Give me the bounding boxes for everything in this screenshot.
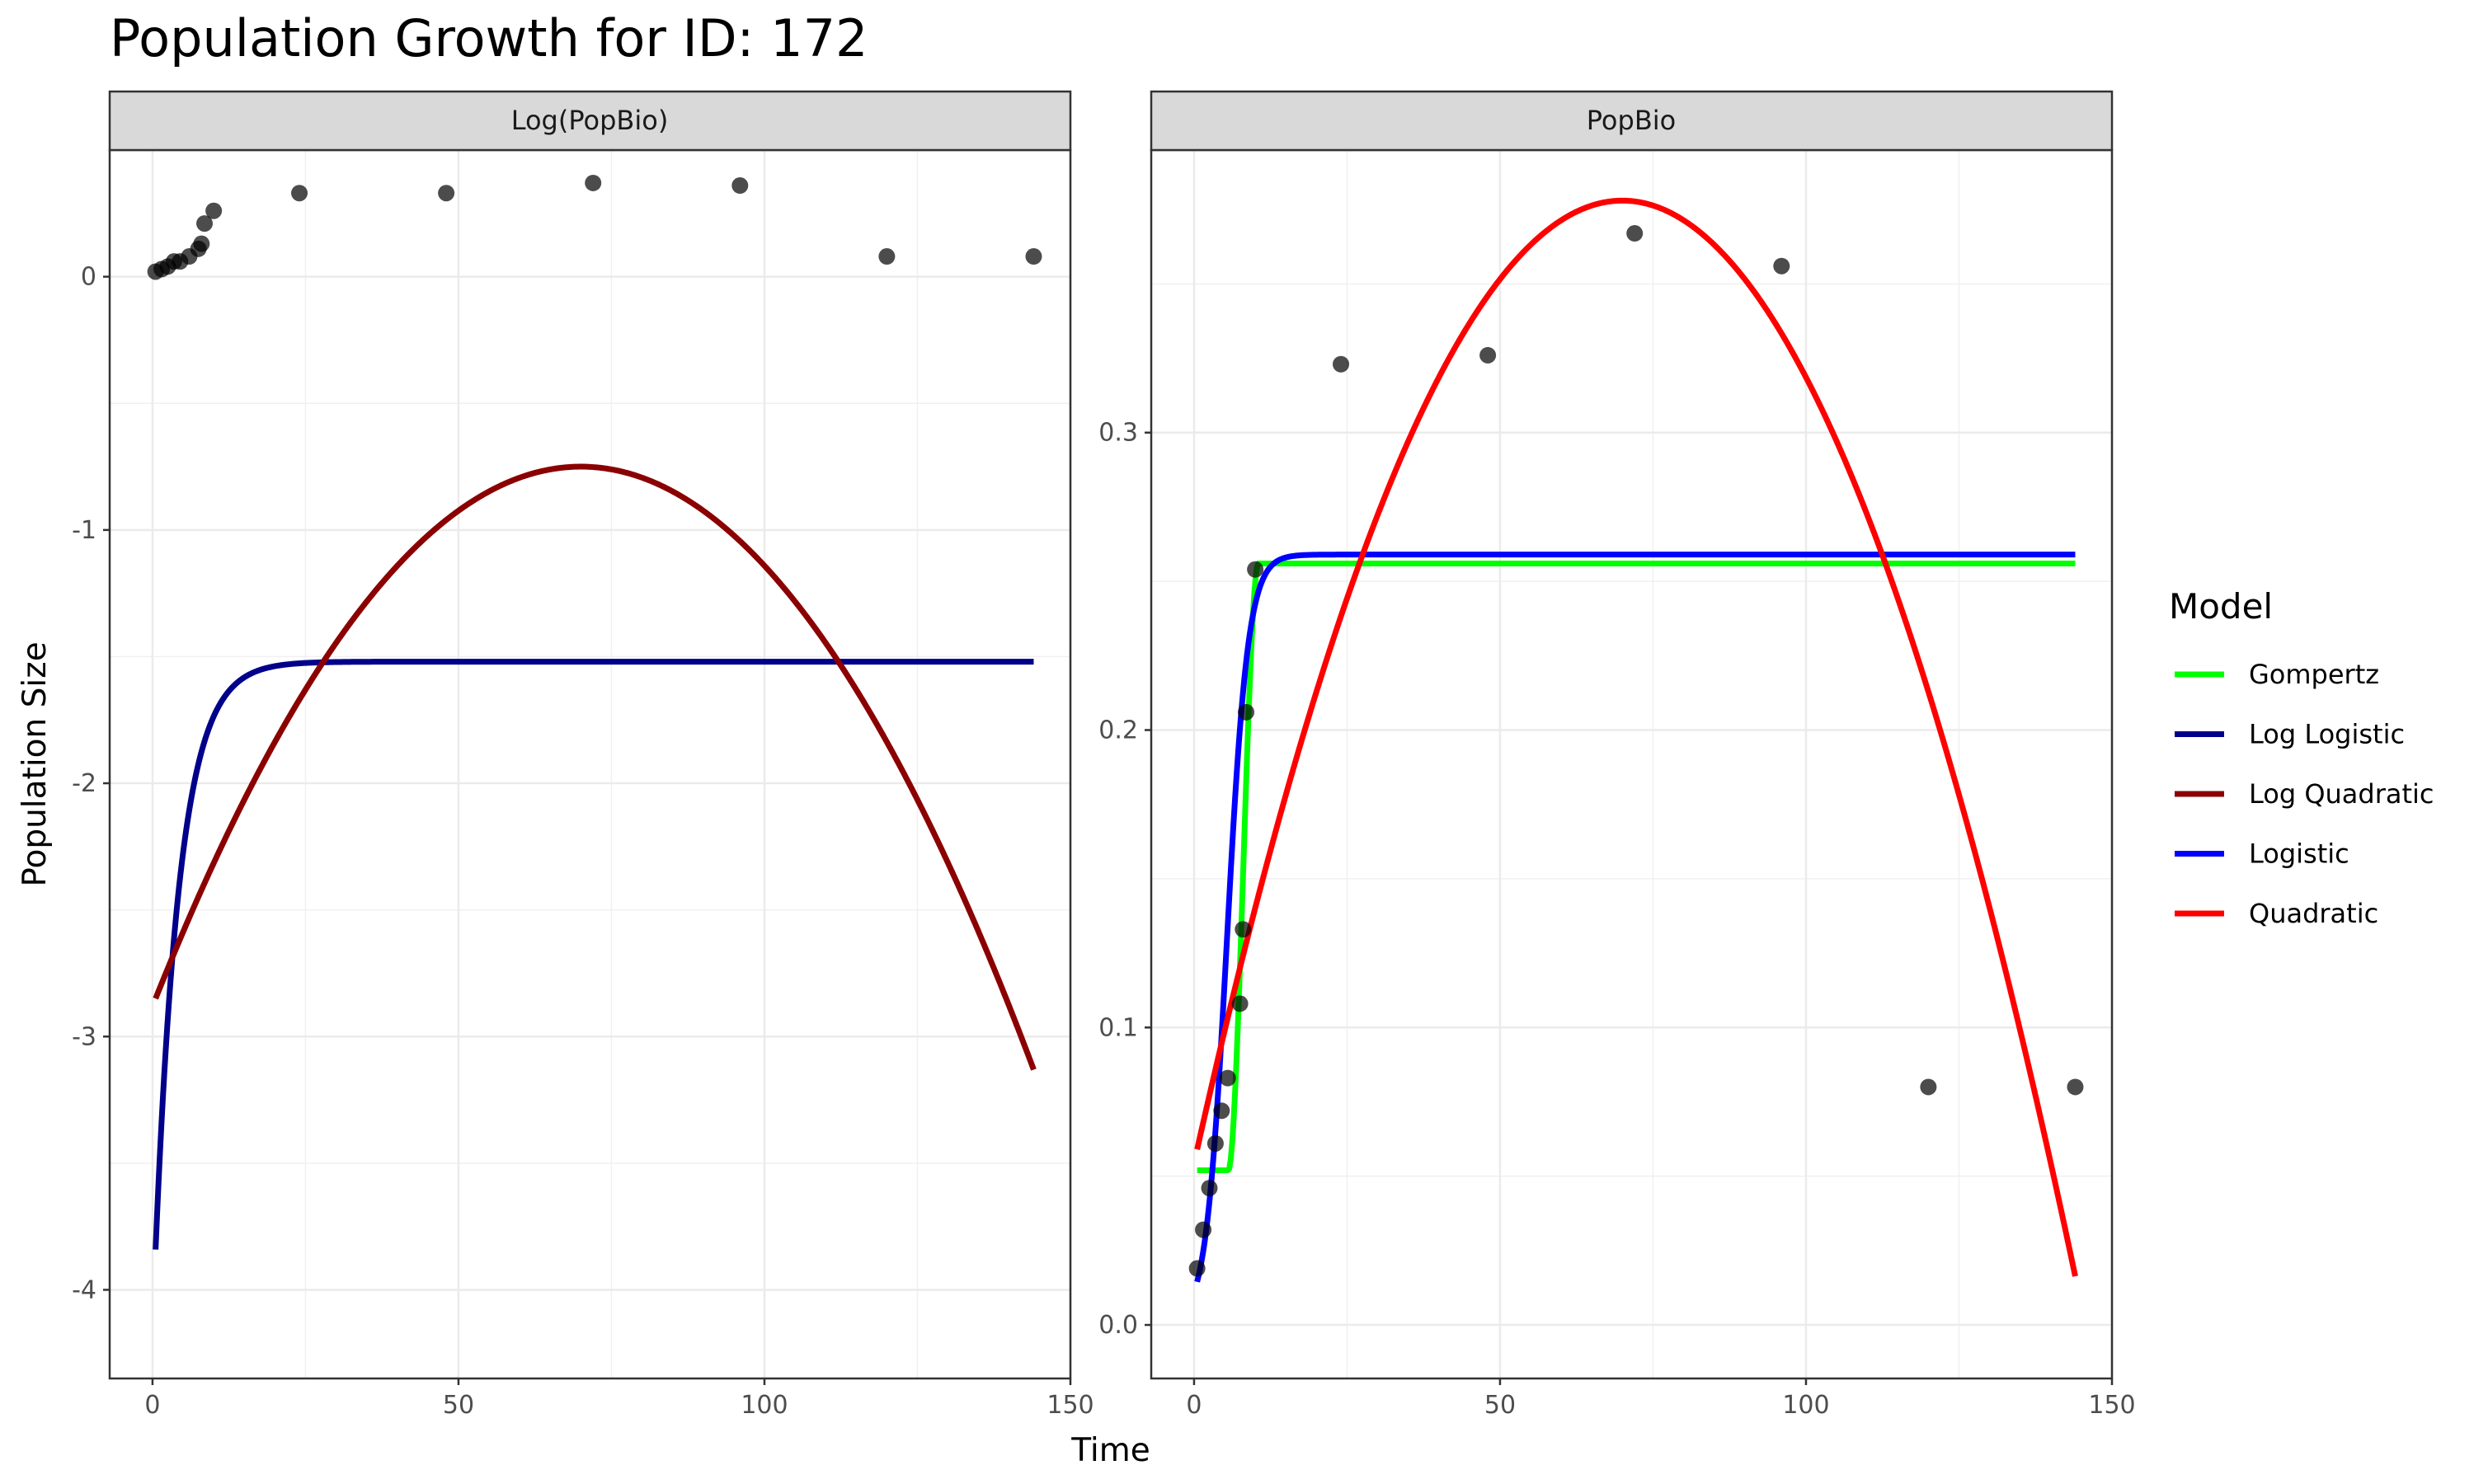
data-point (2067, 1078, 2084, 1096)
points (147, 174, 1042, 280)
data-point (1235, 921, 1252, 938)
series-line-log-quadratic (153, 463, 1037, 1071)
data-point (1195, 1221, 1212, 1238)
data-point (438, 185, 455, 202)
legend-title: Model (2169, 586, 2273, 627)
data-point (1479, 346, 1497, 364)
legend-label-log-quadratic: Log Quadratic (2249, 778, 2434, 810)
data-point (878, 248, 896, 265)
x-tick-label: 50 (1484, 1391, 1516, 1420)
x-tick-label: 100 (741, 1391, 788, 1420)
strip-background (108, 90, 1072, 152)
chart-title: Population Growth for ID: 172 (110, 8, 868, 68)
x-tick-label: 0 (1186, 1391, 1202, 1420)
data-point (1231, 995, 1249, 1012)
panel-background (110, 150, 1070, 1378)
panel-log-popbio: Log(PopBio) -4 -3 -2 -1 0 0 50 100 150 (72, 90, 1094, 1420)
y-ticks: -4 -3 -2 -1 0 (72, 263, 110, 1304)
data-point (585, 174, 602, 191)
curves (153, 463, 1037, 1250)
legend: Model Gompertz Log Logistic Log Quadratic L… (2169, 586, 2434, 929)
data-point (1025, 248, 1042, 265)
x-ticks: 0 50 100 150 (144, 1378, 1094, 1420)
x-ticks: 0 50 100 150 (1186, 1378, 2136, 1420)
strip-background (1150, 90, 2114, 152)
y-tick-label: 0.1 (1098, 1013, 1138, 1042)
data-point (1333, 355, 1350, 373)
y-axis-title: Population Size (16, 641, 54, 886)
data-point (1247, 561, 1264, 578)
x-tick-label: 100 (1782, 1391, 1829, 1420)
series-line-quadratic (1194, 197, 2078, 1277)
data-point (1201, 1180, 1218, 1197)
y-tick-label: -4 (72, 1275, 96, 1304)
strip-label: Log(PopBio) (511, 105, 669, 136)
data-point (205, 202, 223, 219)
legend-label-log-logistic: Log Logistic (2249, 719, 2405, 750)
y-tick-label: -1 (72, 516, 96, 545)
data-point (193, 235, 210, 252)
data-point (1213, 1102, 1230, 1120)
y-ticks: 0.0 0.1 0.2 0.3 (1098, 419, 1151, 1340)
points (1188, 225, 2084, 1277)
series-line-logistic (1194, 552, 2077, 1283)
y-tick-label: -3 (72, 1022, 96, 1051)
data-point (196, 215, 214, 232)
y-tick-label: 0.0 (1098, 1311, 1138, 1340)
data-point (731, 177, 749, 195)
data-point (1920, 1078, 1937, 1096)
x-tick-label: 0 (144, 1391, 160, 1420)
x-tick-label: 50 (443, 1391, 474, 1420)
strip-label: PopBio (1587, 105, 1676, 136)
y-tick-label: -2 (72, 769, 96, 798)
y-tick-label: 0.3 (1098, 419, 1138, 448)
legend-label-gompertz: Gompertz (2249, 659, 2379, 690)
data-point (1238, 703, 1255, 721)
x-axis-title: Time (1070, 1432, 1150, 1469)
x-tick-label: 150 (2088, 1391, 2135, 1420)
series-line-gompertz (1195, 560, 2077, 1173)
legend-items: Gompertz Log Logistic Log Quadratic Logisti… (2175, 659, 2434, 929)
data-point (291, 185, 308, 202)
y-tick-label: 0.2 (1098, 716, 1138, 745)
data-point (1626, 225, 1644, 242)
data-point (1188, 1260, 1206, 1277)
legend-label-logistic: Logistic (2249, 838, 2349, 870)
legend-label-quadratic: Quadratic (2249, 898, 2378, 929)
y-tick-label: 0 (81, 263, 96, 292)
curves (1194, 197, 2078, 1283)
panel-popbio: PopBio 0.0 0.1 0.2 0.3 0 50 100 150 (1098, 90, 2136, 1420)
series-line-log-logistic (153, 659, 1036, 1250)
x-tick-label: 150 (1047, 1391, 1094, 1420)
data-point (1206, 1134, 1224, 1152)
data-point (1773, 257, 1790, 275)
data-point (1219, 1069, 1236, 1087)
